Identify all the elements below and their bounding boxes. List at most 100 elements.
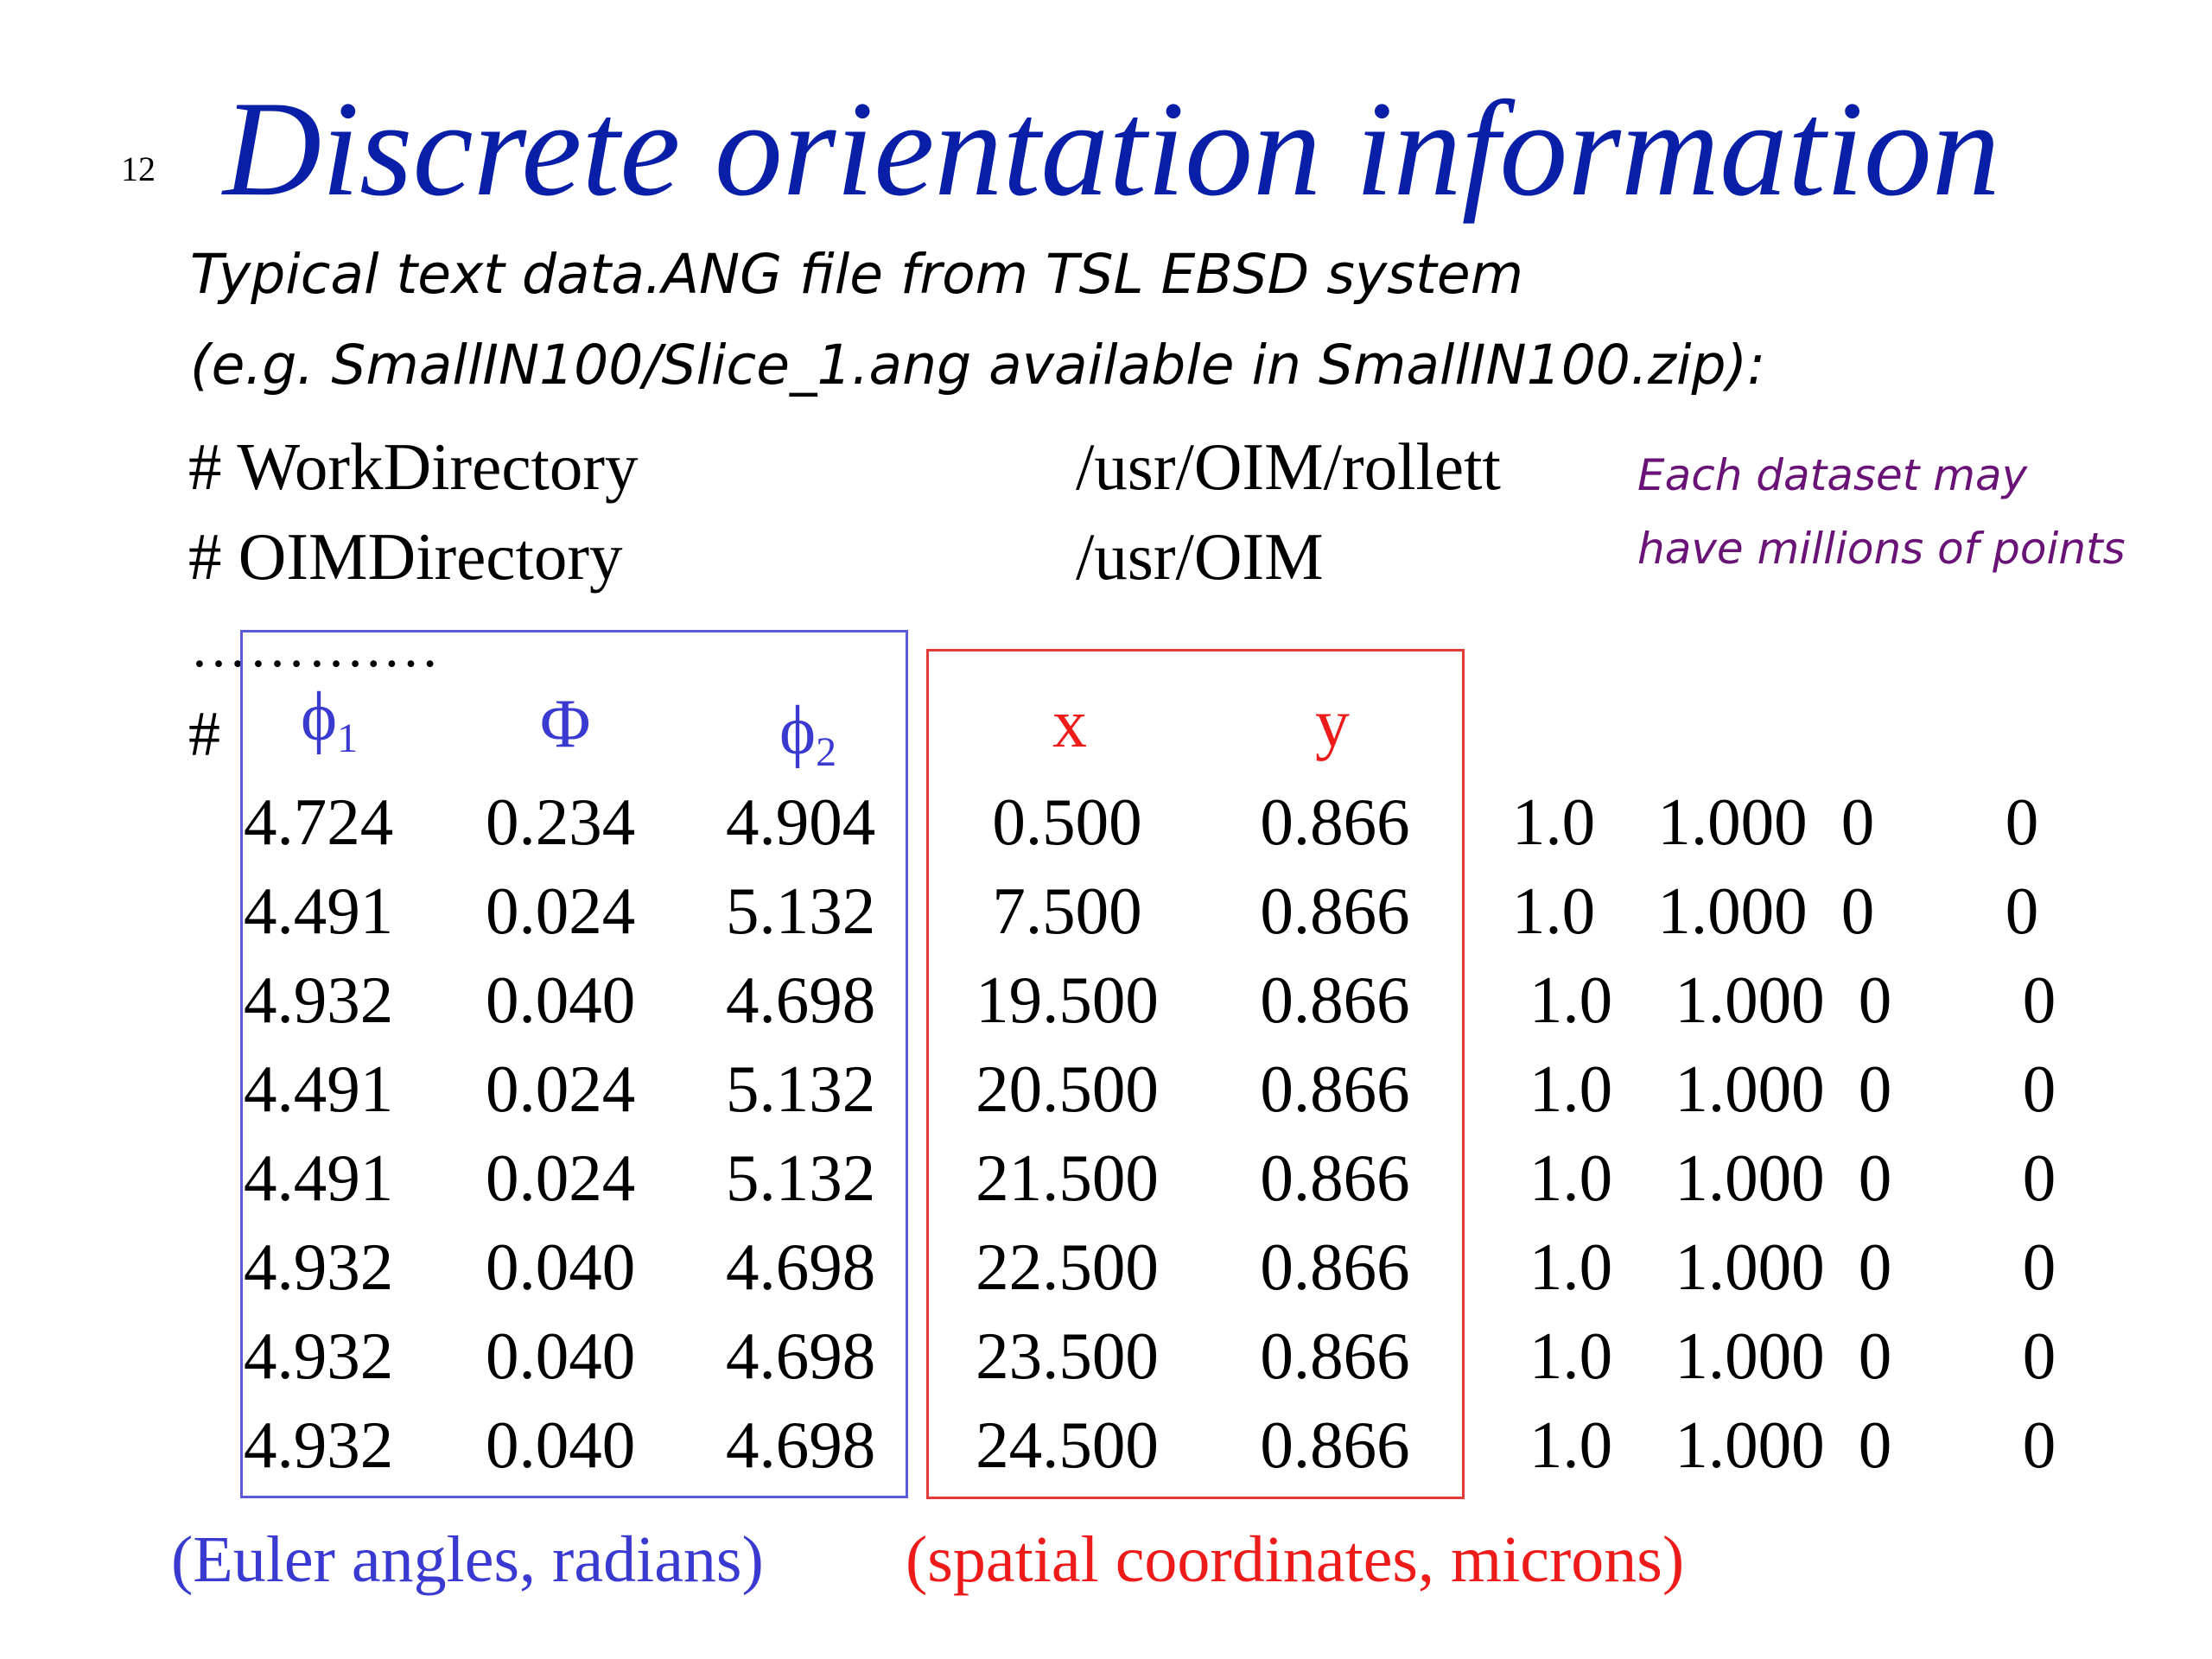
table-cell: 0.500 bbox=[992, 785, 1142, 859]
intro-line-1: Typical text data.ANG file from TSL EBSD… bbox=[190, 243, 1523, 306]
table-cell: 1.000 bbox=[1675, 963, 1825, 1037]
big-phi-symbol: Φ bbox=[540, 686, 591, 762]
table-cell: 1.0 bbox=[1529, 1230, 1613, 1304]
table-cell: 0 bbox=[1858, 963, 1892, 1037]
table-cell: 1.000 bbox=[1675, 1141, 1825, 1215]
table-row: 4.491 0.024 5.132 20.500 0.866 1.0 1.000 0 0 bbox=[0, 1045, 2212, 1134]
header-oim-directory-key: # OIMDirectory bbox=[188, 519, 623, 594]
header-work-directory-key: # WorkDirectory bbox=[188, 429, 639, 504]
header-oim-directory-value: /usr/OIM bbox=[1076, 519, 1324, 594]
intro-line-2: (e.g. SmallIN100/Slice_1.ang available i… bbox=[190, 334, 1766, 397]
table-cell: 1.0 bbox=[1511, 874, 1596, 948]
phi1-subscript: 1 bbox=[337, 715, 359, 761]
note-line-2: have millions of points bbox=[1637, 524, 2126, 574]
table-cell: 4.724 bbox=[244, 785, 394, 859]
table-cell: 1.0 bbox=[1511, 785, 1596, 859]
table-cell: 0.024 bbox=[486, 1141, 636, 1215]
table-cell: 4.698 bbox=[726, 1319, 876, 1393]
table-cell: 4.698 bbox=[726, 1230, 876, 1304]
table-cell: 1.000 bbox=[1657, 874, 1808, 948]
phi2-symbol: ϕ bbox=[779, 693, 817, 769]
column-header-y: y bbox=[1315, 686, 1350, 762]
spatial-coordinates-box bbox=[926, 649, 1465, 1499]
table-cell: 0 bbox=[1858, 1408, 1892, 1482]
note-line-1: Each dataset may bbox=[1637, 450, 2028, 500]
euler-angles-box bbox=[240, 630, 908, 1498]
table-cell: 0.040 bbox=[486, 1319, 636, 1393]
table-cell: 1.000 bbox=[1675, 1052, 1825, 1126]
table-cell: 0.866 bbox=[1260, 963, 1410, 1037]
table-cell: 20.500 bbox=[976, 1052, 1159, 1126]
table-cell: 4.491 bbox=[244, 1052, 394, 1126]
table-cell: 5.132 bbox=[726, 1141, 876, 1215]
table-cell: 0 bbox=[1858, 1230, 1892, 1304]
table-cell: 4.698 bbox=[726, 1408, 876, 1482]
table-cell: 0 bbox=[2022, 1319, 2056, 1393]
phi2-subscript: 2 bbox=[816, 729, 837, 775]
table-cell: 0 bbox=[2022, 1141, 2056, 1215]
table-cell: 4.698 bbox=[726, 963, 876, 1037]
slide-number: 12 bbox=[121, 149, 156, 188]
table-cell: 5.132 bbox=[726, 1052, 876, 1126]
table-cell: 0 bbox=[2022, 1408, 2056, 1482]
table-cell: 1.000 bbox=[1657, 785, 1808, 859]
table-cell: 0.040 bbox=[486, 1230, 636, 1304]
table-cell: 0.866 bbox=[1260, 1408, 1410, 1482]
table-cell: 0.866 bbox=[1260, 1319, 1410, 1393]
table-cell: 5.132 bbox=[726, 874, 876, 948]
table-cell: 4.491 bbox=[244, 874, 394, 948]
table-row: 4.932 0.040 4.698 19.500 0.866 1.0 1.000 0 0 bbox=[0, 956, 2212, 1045]
table-cell: 4.932 bbox=[244, 1408, 394, 1482]
table-cell: 0 bbox=[1858, 1052, 1892, 1126]
table-cell: 0 bbox=[1858, 1141, 1892, 1215]
table-cell: 4.932 bbox=[244, 963, 394, 1037]
column-header-phi2: ϕ2 bbox=[779, 693, 836, 773]
table-cell: 0 bbox=[1840, 874, 1875, 948]
table-cell: 0 bbox=[2005, 785, 2039, 859]
table-cell: 4.932 bbox=[244, 1319, 394, 1393]
table-cell: 0.866 bbox=[1260, 874, 1410, 948]
table-cell: 0.040 bbox=[486, 963, 636, 1037]
phi1-symbol: ϕ bbox=[301, 679, 338, 755]
column-header-x: x bbox=[1052, 686, 1087, 762]
table-cell: 0.866 bbox=[1260, 1141, 1410, 1215]
table-cell: 0 bbox=[2022, 1230, 2056, 1304]
table-cell: 0.024 bbox=[486, 1052, 636, 1126]
ellipsis: ……….… bbox=[190, 616, 442, 679]
table-cell: 0.866 bbox=[1260, 1052, 1410, 1126]
table-row: 4.491 0.024 5.132 7.500 0.866 1.0 1.000 0 0 bbox=[0, 867, 2212, 956]
table-cell: 23.500 bbox=[976, 1319, 1159, 1393]
table-cell: 0.040 bbox=[486, 1408, 636, 1482]
table-row: 4.491 0.024 5.132 21.500 0.866 1.0 1.000 0 0 bbox=[0, 1134, 2212, 1223]
table-cell: 1.0 bbox=[1529, 963, 1613, 1037]
table-cell: 7.500 bbox=[992, 874, 1142, 948]
table-row: 4.932 0.040 4.698 23.500 0.866 1.0 1.000 0 0 bbox=[0, 1312, 2212, 1401]
caption-euler-angles: (Euler angles, radians) bbox=[171, 1523, 764, 1596]
table-cell: 0 bbox=[2005, 874, 2039, 948]
column-header-big-phi: Φ bbox=[540, 690, 590, 759]
table-cell: 0 bbox=[2022, 963, 2056, 1037]
table-cell: 22.500 bbox=[976, 1230, 1159, 1304]
table-row: 4.932 0.040 4.698 22.500 0.866 1.0 1.000 0 0 bbox=[0, 1223, 2212, 1312]
column-header-phi1: ϕ1 bbox=[301, 683, 358, 760]
slide-title: Discrete orientation information bbox=[223, 73, 2000, 225]
table-cell: 4.491 bbox=[244, 1141, 394, 1215]
table-cell: 21.500 bbox=[976, 1141, 1159, 1215]
header-work-directory-value: /usr/OIM/rollett bbox=[1076, 429, 1501, 504]
table-cell: 4.932 bbox=[244, 1230, 394, 1304]
table-cell: 1.0 bbox=[1529, 1052, 1613, 1126]
table-cell: 0.024 bbox=[486, 874, 636, 948]
table-cell: 1.0 bbox=[1529, 1408, 1613, 1482]
table-cell: 1.000 bbox=[1675, 1319, 1825, 1393]
table-cell: 4.904 bbox=[726, 785, 876, 859]
table-row: 4.724 0.234 4.904 0.500 0.866 1.0 1.000 0 0 bbox=[0, 778, 2212, 867]
table-cell: 1.000 bbox=[1675, 1408, 1825, 1482]
table-cell: 24.500 bbox=[976, 1408, 1159, 1482]
table-row: 4.932 0.040 4.698 24.500 0.866 1.0 1.000 0 0 bbox=[0, 1401, 2212, 1490]
table-cell: 1.000 bbox=[1675, 1230, 1825, 1304]
column-hash: # bbox=[188, 699, 220, 770]
table-cell: 0.866 bbox=[1260, 1230, 1410, 1304]
table-cell: 1.0 bbox=[1529, 1319, 1613, 1393]
table-cell: 0.234 bbox=[486, 785, 636, 859]
table-cell: 0 bbox=[1840, 785, 1875, 859]
